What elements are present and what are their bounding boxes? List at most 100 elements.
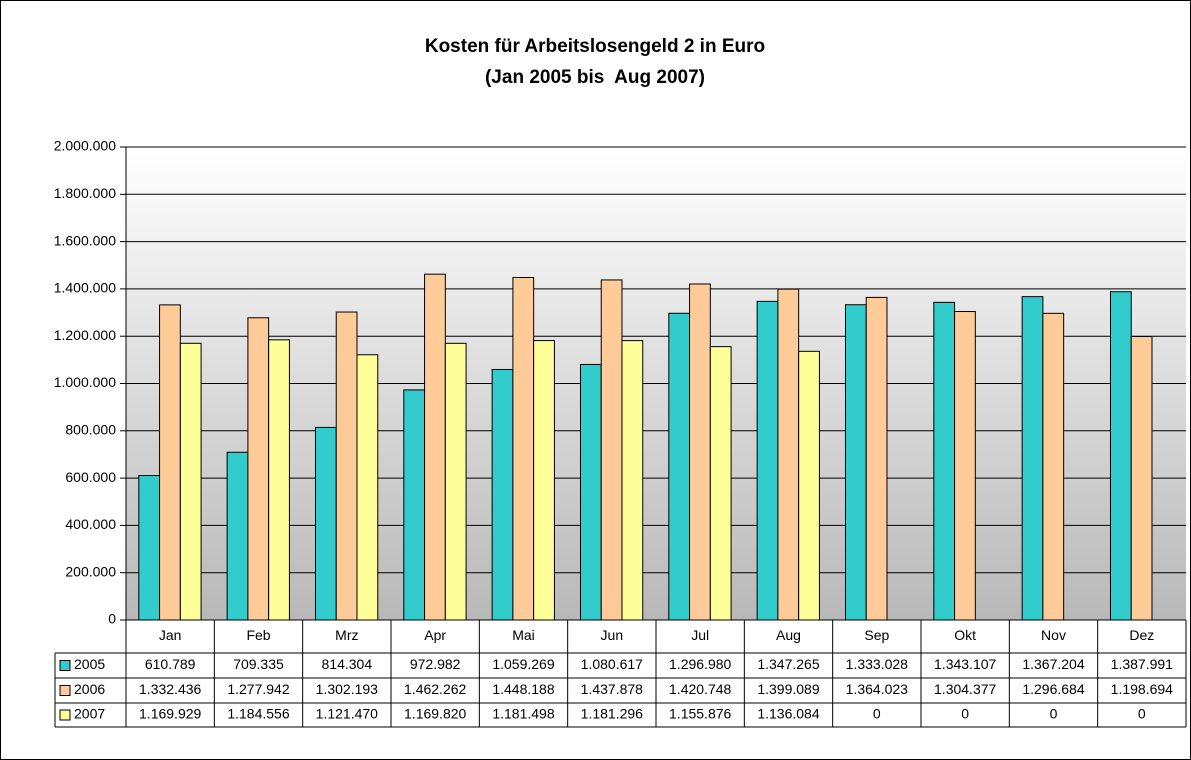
bar bbox=[335, 311, 358, 621]
table-value: 0 bbox=[961, 706, 969, 722]
table-value: 1.169.820 bbox=[404, 706, 466, 722]
bar bbox=[689, 283, 711, 621]
legend-label: 2007 bbox=[74, 706, 105, 722]
bar bbox=[159, 304, 181, 621]
table-value: 1.343.107 bbox=[934, 656, 996, 672]
table-value: 1.420.748 bbox=[669, 681, 731, 697]
bar bbox=[798, 350, 820, 621]
x-tick-label: Nov bbox=[1041, 627, 1066, 643]
x-tick-label: Jun bbox=[601, 627, 624, 643]
table-value: 1.080.617 bbox=[581, 656, 643, 672]
table-value: 1.332.436 bbox=[139, 681, 201, 697]
table-value: 1.399.089 bbox=[757, 681, 819, 697]
bar bbox=[226, 451, 249, 621]
bar bbox=[933, 301, 956, 621]
x-tick-label: Sep bbox=[864, 627, 889, 643]
bar bbox=[533, 340, 555, 621]
table-value: 709.335 bbox=[233, 656, 284, 672]
y-tick-label: 800.000 bbox=[65, 422, 116, 438]
bar bbox=[709, 346, 732, 621]
chart-subtitle: (Jan 2005 bis Aug 2007) bbox=[485, 67, 705, 88]
table-value: 1.296.684 bbox=[1022, 681, 1084, 697]
table-value: 814.304 bbox=[322, 656, 373, 672]
bar bbox=[844, 304, 867, 621]
y-tick-label: 1.400.000 bbox=[54, 280, 116, 296]
bar bbox=[444, 342, 467, 621]
bar bbox=[424, 273, 446, 621]
bar bbox=[1042, 312, 1065, 621]
bar bbox=[403, 389, 426, 621]
table-value: 972.982 bbox=[410, 656, 461, 672]
bar bbox=[1109, 291, 1132, 621]
legend-label: 2005 bbox=[74, 656, 105, 672]
bar bbox=[356, 354, 379, 621]
bar bbox=[1021, 296, 1044, 621]
bar bbox=[512, 277, 535, 621]
y-tick-label: 200.000 bbox=[65, 563, 116, 579]
bar bbox=[756, 300, 779, 621]
y-tick-label: 1.200.000 bbox=[54, 327, 116, 343]
bar bbox=[491, 368, 514, 621]
bar bbox=[268, 339, 290, 621]
bar bbox=[954, 311, 976, 621]
table-value: 1.169.929 bbox=[139, 706, 201, 722]
bar bbox=[600, 279, 623, 621]
table-value: 1.448.188 bbox=[492, 681, 554, 697]
table-value: 1.462.262 bbox=[404, 681, 466, 697]
table-value: 1.181.498 bbox=[492, 706, 554, 722]
bar bbox=[777, 288, 800, 621]
table-value: 1.181.296 bbox=[581, 706, 643, 722]
table-value: 1.437.878 bbox=[581, 681, 643, 697]
bar bbox=[579, 363, 602, 621]
y-tick-label: 1.600.000 bbox=[54, 232, 116, 248]
table-value: 1.302.193 bbox=[316, 681, 378, 697]
table-value: 0 bbox=[1138, 706, 1146, 722]
table-value: 1.296.980 bbox=[669, 656, 731, 672]
table-value: 1.367.204 bbox=[1022, 656, 1084, 672]
table-value: 1.387.991 bbox=[1111, 656, 1173, 672]
x-tick-label: Jan bbox=[159, 627, 182, 643]
table-value: 0 bbox=[873, 706, 881, 722]
y-tick-label: 1.000.000 bbox=[54, 374, 116, 390]
bar bbox=[247, 317, 270, 621]
table-value: 1.364.023 bbox=[846, 681, 908, 697]
table-value: 1.277.942 bbox=[227, 681, 289, 697]
bar bbox=[138, 475, 161, 621]
x-tick-label: Apr bbox=[424, 627, 446, 643]
bar bbox=[865, 296, 888, 621]
bar bbox=[1130, 336, 1153, 621]
y-tick-label: 1.800.000 bbox=[54, 185, 116, 201]
table-value: 1.304.377 bbox=[934, 681, 996, 697]
table-value: 1.121.470 bbox=[316, 706, 378, 722]
table-value: 1.347.265 bbox=[757, 656, 819, 672]
x-tick-label: Okt bbox=[954, 627, 976, 643]
table-value: 0 bbox=[1050, 706, 1058, 722]
legend-key bbox=[59, 685, 71, 696]
legend-label: 2006 bbox=[74, 681, 105, 697]
bar bbox=[314, 426, 337, 621]
table-value: 1.136.084 bbox=[757, 706, 819, 722]
x-tick-label: Jul bbox=[691, 627, 709, 643]
table-value: 1.155.876 bbox=[669, 706, 731, 722]
x-tick-label: Mrz bbox=[335, 627, 358, 643]
y-tick-label: 400.000 bbox=[65, 516, 116, 532]
y-tick-label: 600.000 bbox=[65, 469, 116, 485]
bar bbox=[179, 342, 202, 621]
x-tick-label: Dez bbox=[1129, 627, 1154, 643]
table-value: 1.059.269 bbox=[492, 656, 554, 672]
table-value: 1.198.694 bbox=[1111, 681, 1173, 697]
x-tick-label: Aug bbox=[776, 627, 801, 643]
x-tick-label: Feb bbox=[246, 627, 270, 643]
table-value: 1.184.556 bbox=[227, 706, 289, 722]
legend-key bbox=[59, 709, 71, 721]
table-value: 1.333.028 bbox=[846, 656, 908, 672]
table-value: 610.789 bbox=[145, 656, 196, 672]
legend-key bbox=[59, 660, 71, 671]
bar bbox=[621, 340, 644, 621]
chart-title: Kosten für Arbeitslosengeld 2 in Euro bbox=[425, 36, 765, 57]
x-tick-label: Mai bbox=[512, 627, 535, 643]
y-tick-label: 0 bbox=[108, 611, 116, 627]
bar bbox=[668, 312, 691, 621]
y-tick-label: 2.000.000 bbox=[54, 138, 116, 154]
